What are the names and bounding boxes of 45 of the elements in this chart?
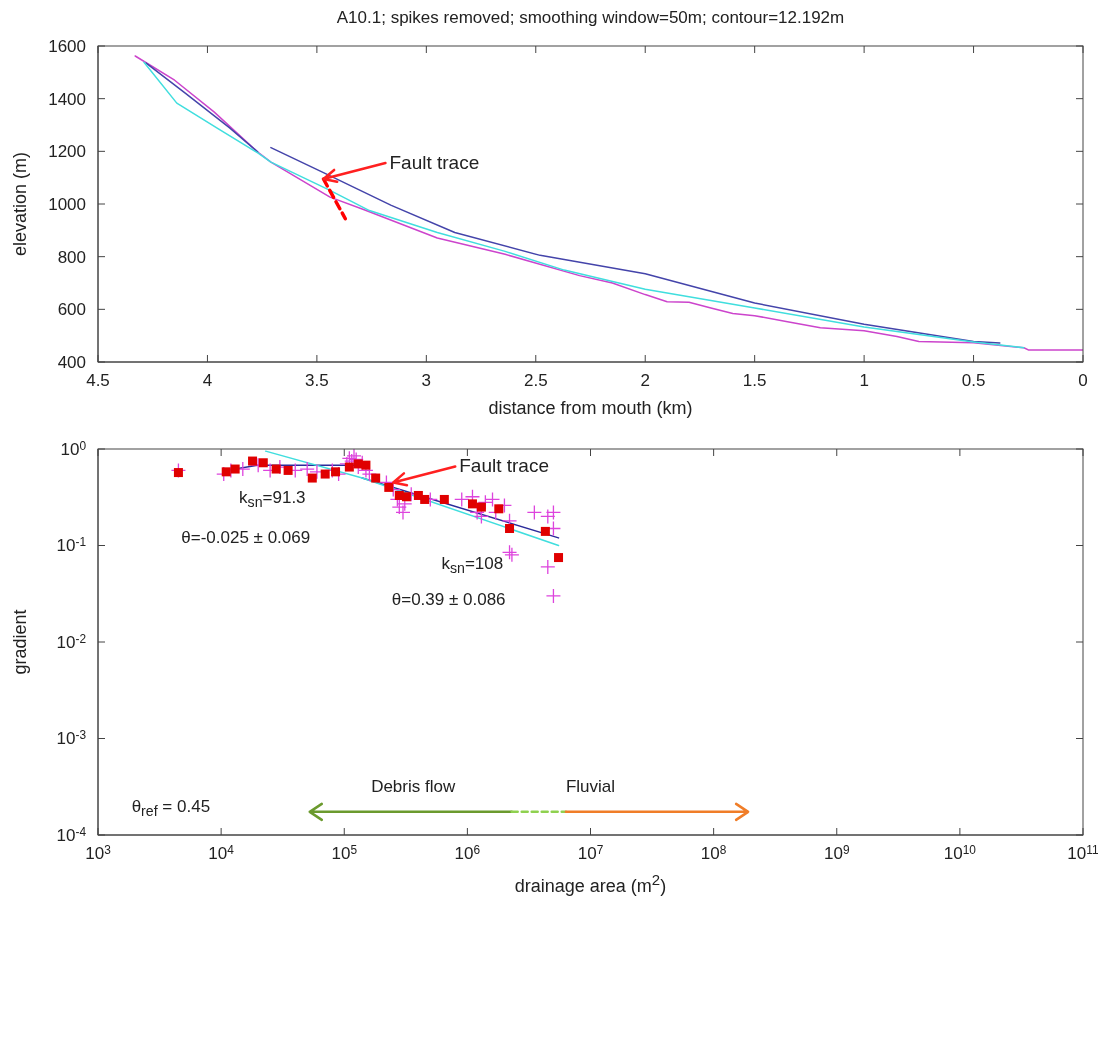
y-tick-label: 10$^{-3}$ [56, 728, 87, 749]
x-tick-label: 10$^{6}$ [454, 842, 481, 863]
x-axis-title: distance from mouth (km) [487, 398, 694, 419]
x-tick-label: 10$^{5}$ [331, 842, 358, 863]
annotation: θ$_{ref}$ = 0.45 [131, 796, 211, 820]
x-tick-label: 2 [640, 371, 650, 390]
y-tick-label: 1400 [48, 89, 86, 109]
annotation: Debris flow [371, 776, 456, 797]
x-axis-title: drainage area (m$^{2}$) [513, 871, 668, 897]
annotation: k$_{sn}$=108 [441, 553, 504, 576]
x-tick-label: 4 [202, 371, 213, 390]
y-tick-label: 1600 [48, 36, 86, 56]
x-tick-label: 0 [1078, 371, 1088, 390]
x-tick-label: 2.5 [523, 371, 548, 390]
y-axis-title: gradient [10, 609, 31, 675]
x-tick-label: 10$^{11}$ [1067, 842, 1100, 863]
annotation: Fault trace [459, 454, 549, 479]
x-tick-label: 1.5 [742, 371, 767, 390]
annotation: θ=0.39 ± 0.086 [391, 589, 506, 610]
x-tick-label: 10$^{7}$ [577, 842, 604, 863]
x-tick-label: 10$^{3}$ [85, 842, 112, 863]
x-tick-label: 4.5 [86, 371, 110, 390]
x-tick-label: 0.5 [961, 371, 986, 390]
y-tick-label: 800 [57, 247, 86, 267]
y-tick-label: 10$^{-1}$ [56, 535, 87, 556]
x-tick-label: 1 [859, 371, 869, 390]
y-tick-label: 400 [57, 352, 86, 372]
x-tick-label: 3.5 [305, 371, 329, 390]
y-tick-label: 10$^{-2}$ [56, 631, 87, 652]
chart-title: A10.1; spikes removed; smoothing window=50m; contour=12.192m [335, 8, 846, 29]
x-tick-label: 10$^{8}$ [700, 842, 727, 863]
x-tick-label: 3 [421, 371, 432, 390]
y-tick-label: 10$^{-4}$ [56, 824, 87, 845]
annotation: θ=-0.025 ± 0.069 [181, 527, 311, 548]
x-tick-label: 10$^{9}$ [823, 842, 850, 863]
y-tick-label: 1000 [48, 194, 86, 214]
y-tick-label: 1200 [48, 142, 86, 162]
y-axis-title: elevation (m) [10, 151, 31, 257]
y-tick-label: 600 [57, 300, 86, 320]
annotation: k$_{sn}$=91.3 [239, 487, 306, 511]
annotation: Fluvial [565, 776, 616, 797]
x-tick-label: 10$^{4}$ [208, 842, 235, 863]
x-tick-label: 10$^{10}$ [943, 842, 977, 863]
y-tick-label: 10$^{0}$ [60, 438, 87, 459]
annotation: Fault trace [389, 150, 480, 175]
